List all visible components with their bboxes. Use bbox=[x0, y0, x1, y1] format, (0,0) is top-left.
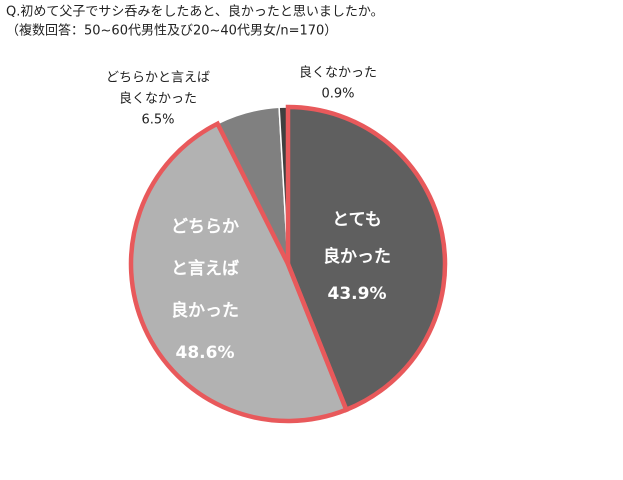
value-label: 43.9% bbox=[328, 284, 387, 304]
slice-label: 良かった bbox=[171, 300, 239, 321]
value-label: 0.9% bbox=[321, 87, 354, 102]
value-label: 6.5% bbox=[141, 113, 174, 128]
chart-title: Q.初めて父子でサシ呑みをしたあと、良かったと思いましたか。 bbox=[6, 4, 384, 20]
slice-label: 良かった bbox=[323, 246, 391, 267]
slice-label: とても bbox=[332, 210, 382, 230]
value-label: 48.6% bbox=[176, 343, 235, 363]
slice-label: どちらか bbox=[171, 217, 239, 237]
slice-label: 良くなかった bbox=[299, 65, 377, 81]
slice-highlight bbox=[128, 120, 350, 424]
chart-subtitle: （複数回答：50~60代男性及び20~40代男女/n=170） bbox=[6, 23, 337, 39]
slice-label: どちらかと言えば bbox=[106, 71, 210, 86]
slice-label: と言えば bbox=[171, 258, 239, 279]
slice-label: 良くなかった bbox=[119, 91, 197, 107]
slice-highlight bbox=[285, 104, 448, 413]
